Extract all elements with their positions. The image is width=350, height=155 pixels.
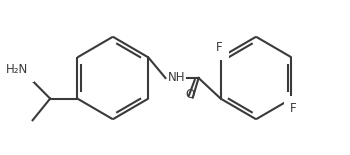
Text: F: F [216,41,223,54]
Text: NH: NH [167,71,185,84]
Text: F: F [290,102,297,115]
Text: H₂N: H₂N [6,63,28,76]
Text: O: O [185,88,195,101]
